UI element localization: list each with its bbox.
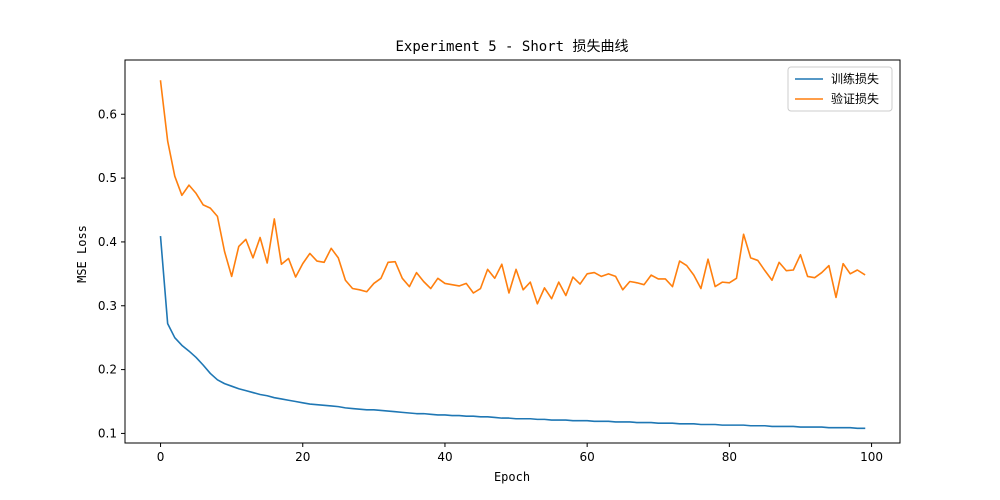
legend-box bbox=[787, 66, 893, 112]
x-tick-label: 40 bbox=[437, 450, 452, 464]
series-layer bbox=[159, 80, 866, 430]
series-line-1 bbox=[159, 80, 866, 305]
y-tick-label: 0.1 bbox=[98, 426, 117, 440]
x-tick-label: 100 bbox=[860, 450, 883, 464]
x-tick-label: 20 bbox=[295, 450, 310, 464]
x-axis-label: Epoch bbox=[494, 470, 530, 484]
x-tick-label: 80 bbox=[722, 450, 737, 464]
y-axis-label: MSE Loss bbox=[75, 225, 89, 283]
y-tick-label: 0.3 bbox=[98, 299, 117, 313]
y-tick-label: 0.5 bbox=[98, 171, 117, 185]
plot-background bbox=[125, 60, 900, 443]
series-line-0 bbox=[159, 235, 866, 430]
legend-label-1: 验证损失 bbox=[831, 91, 879, 106]
y-tick-label: 0.6 bbox=[98, 107, 117, 121]
plot-frame bbox=[124, 59, 901, 444]
x-tick-label: 0 bbox=[157, 450, 165, 464]
y-tick-label: 0.2 bbox=[98, 363, 117, 377]
legend-label-0: 训练损失 bbox=[831, 71, 879, 86]
y-tick-label: 0.4 bbox=[98, 235, 117, 249]
x-axis-ticks: 0 20 40 60 80 100 bbox=[157, 443, 883, 464]
x-tick-label: 60 bbox=[580, 450, 595, 464]
chart-title: Experiment 5 - Short 损失曲线 bbox=[395, 39, 628, 55]
y-axis-ticks: 0.1 0.2 0.3 0.4 0.5 0.6 bbox=[98, 107, 125, 440]
plot-area bbox=[124, 59, 901, 444]
